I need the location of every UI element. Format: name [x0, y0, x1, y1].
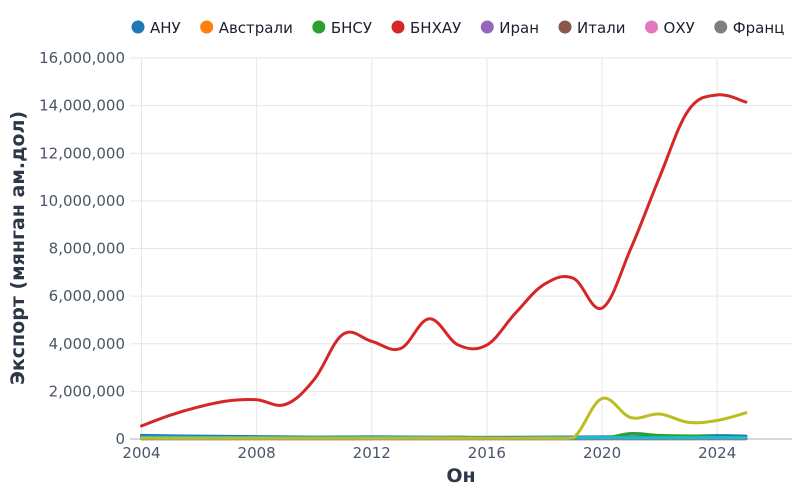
series-line-8[interactable]: [140, 396, 748, 440]
legend-label: БНХАУ: [410, 19, 461, 37]
x-tick-label: 2024: [698, 444, 736, 462]
y-tick-label: 8,000,000: [49, 240, 125, 258]
legend-item[interactable]: Франц: [714, 19, 784, 37]
legend-marker: [714, 20, 728, 34]
y-tick-labels: 0 2,000,000 4,000,000 6,000,000 8,000,000 10,…: [39, 49, 125, 448]
legend-marker: [480, 20, 494, 34]
legend-marker: [312, 20, 326, 34]
legend[interactable]: АНУАвстралиБНСУБНХАУИранИталиОХУФранцШве…: [131, 19, 800, 37]
legend-item[interactable]: ОХУ: [645, 19, 695, 37]
legend-item[interactable]: Итали: [558, 19, 626, 37]
x-tick-label: 2012: [353, 444, 391, 462]
legend-item[interactable]: Австрали: [200, 19, 293, 37]
legend-label: Иран: [499, 19, 539, 37]
legend-item[interactable]: БНХАУ: [391, 19, 462, 37]
x-tick-label: 2020: [583, 444, 621, 462]
legend-marker: [558, 20, 572, 34]
y-tick-label: 6,000,000: [49, 287, 125, 305]
legend-label: Итали: [577, 19, 626, 37]
legend-label: Австрали: [219, 19, 293, 37]
legend-marker: [200, 20, 214, 34]
x-tick-labels: 2004 2008 2012 2016 2020 2024: [122, 444, 736, 462]
y-tick-label: 0: [115, 430, 125, 448]
series-line-3[interactable]: [140, 93, 748, 428]
legend-marker: [131, 20, 145, 34]
x-tick-label: 2016: [468, 444, 506, 462]
legend-marker: [645, 20, 659, 34]
y-tick-label: 12,000,000: [39, 144, 125, 162]
legend-item[interactable]: АНУ: [131, 19, 181, 37]
legend-label: ОХУ: [664, 19, 695, 37]
legend-item[interactable]: БНСУ: [312, 19, 372, 37]
legend-marker: [391, 20, 405, 34]
legend-label: БНСУ: [331, 19, 372, 37]
y-tick-label: 4,000,000: [49, 335, 125, 353]
series-lines: [140, 93, 748, 441]
grid: [130, 57, 792, 439]
y-tick-label: 16,000,000: [39, 49, 125, 67]
y-axis-title: Экспорт (мянган ам.дол): [7, 111, 29, 385]
x-axis-title: Он: [446, 465, 475, 487]
x-tick-label: 2004: [122, 444, 160, 462]
y-tick-label: 2,000,000: [49, 382, 125, 400]
legend-label: АНУ: [150, 19, 181, 37]
x-tick-label: 2008: [238, 444, 276, 462]
y-tick-label: 14,000,000: [39, 97, 125, 115]
legend-label: Франц: [733, 19, 785, 37]
legend-item[interactable]: Иран: [480, 19, 539, 37]
y-tick-label: 10,000,000: [39, 192, 125, 210]
